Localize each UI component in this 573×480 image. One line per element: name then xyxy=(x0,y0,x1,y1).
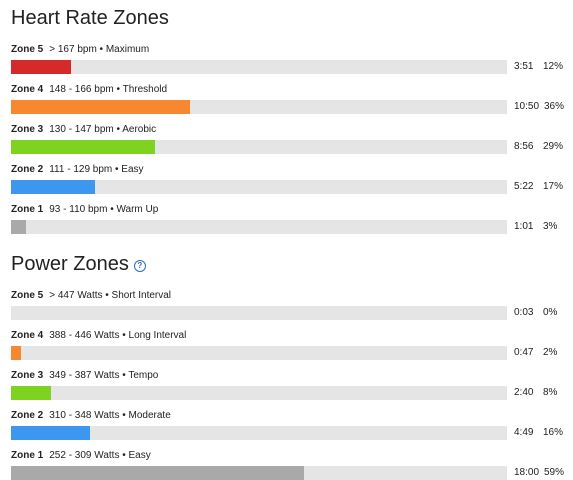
zone-bar-track xyxy=(11,220,507,234)
power-zones-title: Power Zones ? xyxy=(11,252,146,276)
zone-range: 252 - 309 Watts • Easy xyxy=(49,450,151,461)
zone-bar-track xyxy=(11,466,507,480)
zone-range: 130 - 147 bpm • Aerobic xyxy=(49,124,157,135)
zone-row: Zone 2 310 - 348 Watts • Moderate 4:49 16% xyxy=(11,410,571,440)
zone-row: Zone 2 111 - 129 bpm • Easy 5:22 17% xyxy=(11,164,571,194)
zone-bar-track xyxy=(11,306,507,320)
zone-bar-track xyxy=(11,180,507,194)
zone-name: Zone 2 xyxy=(11,164,44,175)
zone-time: 18:00 xyxy=(514,467,540,478)
zone-label: Zone 3 349 - 387 Watts • Tempo xyxy=(11,370,158,382)
zone-percent: 59% xyxy=(544,467,565,478)
zone-percent: 12% xyxy=(543,61,564,72)
zone-bar-track xyxy=(11,346,507,360)
zone-bar-track xyxy=(11,426,507,440)
zone-label: Zone 3 130 - 147 bpm • Aerobic xyxy=(11,124,156,136)
zone-range: 388 - 446 Watts • Long Interval xyxy=(49,330,187,341)
zone-percent: 0% xyxy=(543,307,558,318)
zone-name: Zone 1 xyxy=(11,204,44,215)
zone-bar-track xyxy=(11,140,507,154)
zone-time: 3:51 xyxy=(514,61,534,72)
zone-label: Zone 5 > 167 bpm • Maximum xyxy=(11,44,149,56)
zone-time: 8:56 xyxy=(514,141,534,152)
zone-bar-fill xyxy=(11,60,71,74)
zone-time: 0:47 xyxy=(514,347,534,358)
zone-time: 10:50 xyxy=(514,101,540,112)
zone-label: Zone 1 93 - 110 bpm • Warm Up xyxy=(11,204,158,216)
zone-name: Zone 5 xyxy=(11,44,44,55)
zone-name: Zone 3 xyxy=(11,370,44,381)
zone-bar-fill xyxy=(11,100,190,114)
zone-row: Zone 5 > 447 Watts • Short Interval 0:03 0% xyxy=(11,290,571,320)
zone-time: 0:03 xyxy=(514,307,534,318)
zone-bar-track xyxy=(11,386,507,400)
zone-row: Zone 4 388 - 446 Watts • Long Interval 0:4… xyxy=(11,330,571,360)
question-circle-icon[interactable]: ? xyxy=(133,259,146,272)
zone-time: 5:22 xyxy=(514,181,534,192)
heart-rate-zones-title: Heart Rate Zones xyxy=(11,6,169,30)
zone-range: 349 - 387 Watts • Tempo xyxy=(49,370,159,381)
zone-range: 148 - 166 bpm • Threshold xyxy=(49,84,168,95)
zone-row: Zone 1 252 - 309 Watts • Easy 18:00 59% xyxy=(11,450,571,480)
zone-bar-track xyxy=(11,100,507,114)
zone-bar-fill xyxy=(11,180,95,194)
zone-percent: 36% xyxy=(544,101,565,112)
zone-bar-fill xyxy=(11,386,51,400)
zone-row: Zone 1 93 - 110 bpm • Warm Up 1:01 3% xyxy=(11,204,571,234)
power-zones-title-text: Power Zones xyxy=(11,253,129,275)
zone-range: > 447 Watts • Short Interval xyxy=(49,290,172,301)
heart-rate-zones-title-text: Heart Rate Zones xyxy=(11,7,169,29)
zone-percent: 2% xyxy=(543,347,558,358)
zone-bar-fill xyxy=(11,220,26,234)
zone-label: Zone 5 > 447 Watts • Short Interval xyxy=(11,290,171,302)
zone-time: 4:49 xyxy=(514,427,534,438)
zone-label: Zone 4 388 - 446 Watts • Long Interval xyxy=(11,330,186,342)
zone-time: 2:40 xyxy=(514,387,534,398)
zone-label: Zone 1 252 - 309 Watts • Easy xyxy=(11,450,151,462)
zone-range: 93 - 110 bpm • Warm Up xyxy=(49,204,159,215)
zone-percent: 8% xyxy=(543,387,558,398)
zone-row: Zone 3 130 - 147 bpm • Aerobic 8:56 29% xyxy=(11,124,571,154)
zone-range: 111 - 129 bpm • Easy xyxy=(49,164,144,175)
zone-percent: 29% xyxy=(543,141,564,152)
zone-name: Zone 2 xyxy=(11,410,44,421)
zone-name: Zone 1 xyxy=(11,450,44,461)
zone-name: Zone 5 xyxy=(11,290,44,301)
zone-percent: 3% xyxy=(543,221,558,232)
zone-row: Zone 3 349 - 387 Watts • Tempo 2:40 8% xyxy=(11,370,571,400)
zone-percent: 16% xyxy=(543,427,564,438)
zone-range: > 167 bpm • Maximum xyxy=(49,44,150,55)
zone-percent: 17% xyxy=(543,181,564,192)
zone-label: Zone 2 310 - 348 Watts • Moderate xyxy=(11,410,171,422)
zone-bar-fill xyxy=(11,346,21,360)
zone-bar-fill xyxy=(11,426,90,440)
zone-row: Zone 4 148 - 166 bpm • Threshold 10:50 36% xyxy=(11,84,571,114)
zone-label: Zone 4 148 - 166 bpm • Threshold xyxy=(11,84,167,96)
zone-name: Zone 4 xyxy=(11,330,44,341)
zone-name: Zone 4 xyxy=(11,84,44,95)
zone-time: 1:01 xyxy=(514,221,534,232)
zone-range: 310 - 348 Watts • Moderate xyxy=(49,410,171,421)
zone-label: Zone 2 111 - 129 bpm • Easy xyxy=(11,164,144,176)
zone-bar-fill xyxy=(11,140,155,154)
zone-row: Zone 5 > 167 bpm • Maximum 3:51 12% xyxy=(11,44,571,74)
zone-bar-fill xyxy=(11,466,304,480)
zone-name: Zone 3 xyxy=(11,124,44,135)
zone-bar-track xyxy=(11,60,507,74)
